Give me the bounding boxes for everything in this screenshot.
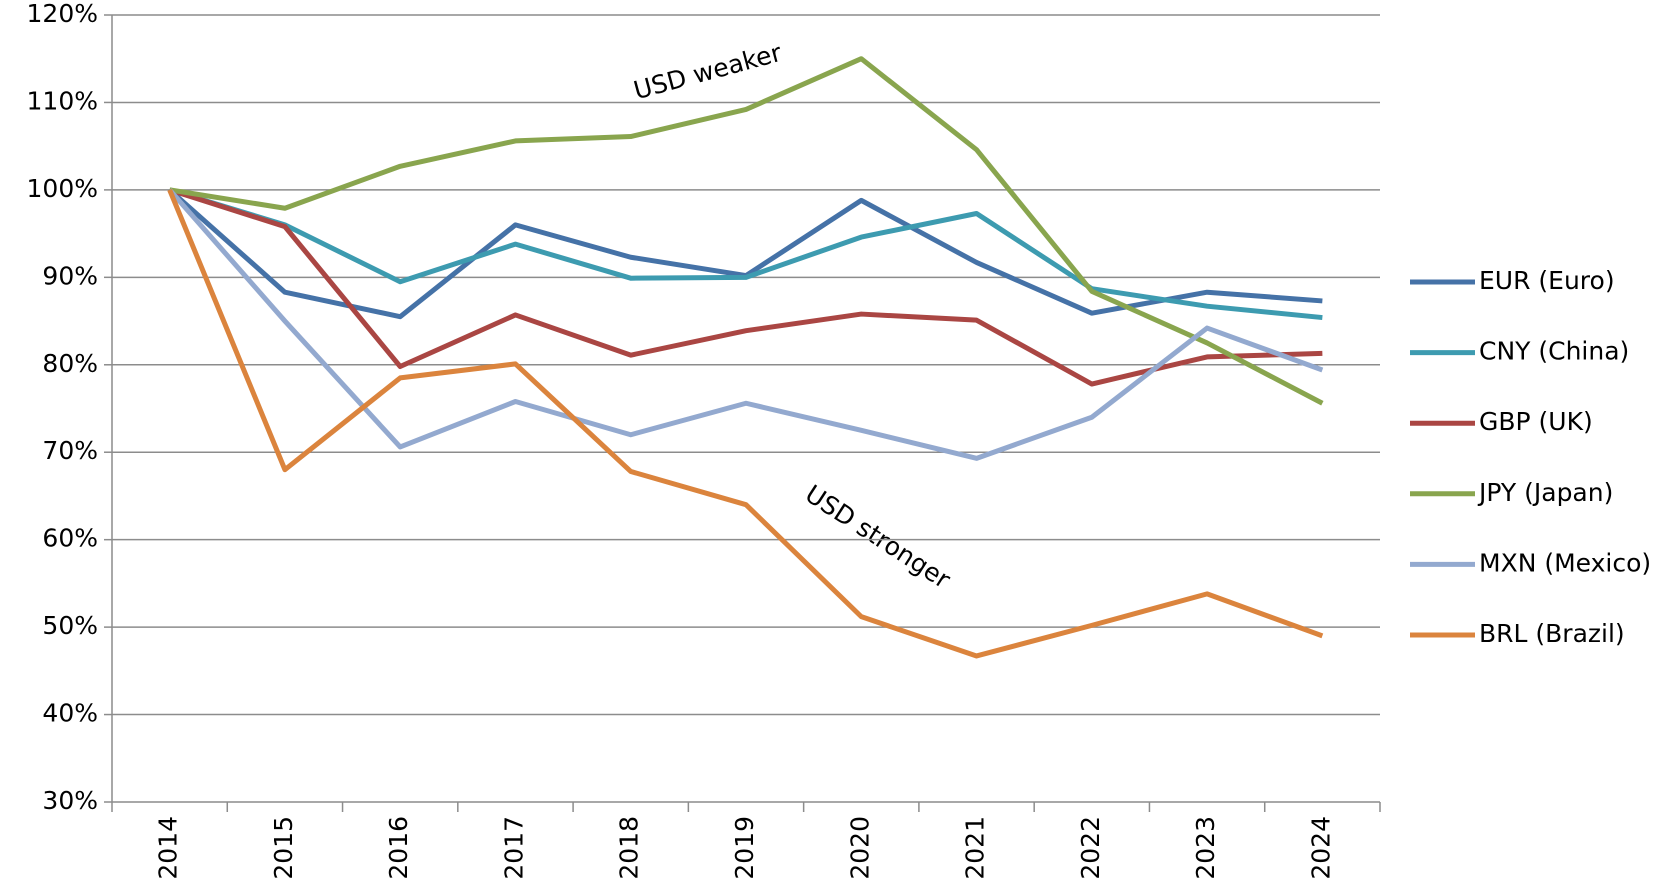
y-tick-label: 70% [42,436,98,465]
y-tick-label: 80% [42,349,98,378]
x-tick-label: 2016 [384,816,413,880]
x-tick-label: 2020 [845,816,874,880]
x-tick-label: 2024 [1306,816,1335,880]
y-tick-label: 110% [27,86,98,115]
y-tick-label: 90% [42,261,98,290]
legend-label: EUR (Euro) [1479,266,1615,295]
legend-label: JPY (Japan) [1477,478,1613,507]
y-tick-label: 40% [42,699,98,728]
legend-label: GBP (UK) [1479,407,1593,436]
series-line [167,188,1324,461]
y-tick-label: 120% [27,0,98,28]
legend-label: MXN (Mexico) [1479,548,1651,577]
x-tick-label: 2017 [499,816,528,880]
legend-label: BRL (Brazil) [1479,619,1625,648]
series-line [169,56,1324,406]
x-tick-label: 2015 [269,816,298,880]
x-tick-label: 2023 [1191,816,1220,880]
y-tick-label: 60% [42,524,98,553]
y-tick-label: 100% [27,174,98,203]
x-tick-label: 2019 [730,816,759,880]
x-tick-label: 2022 [1076,816,1105,880]
series-line [167,188,1324,659]
annotation: USD weaker [631,38,786,105]
y-tick-label: 50% [42,611,98,640]
y-tick-label: 30% [42,786,98,815]
x-tick-label: 2018 [615,816,644,880]
legend-label: CNY (China) [1479,337,1629,366]
series-line [168,187,1323,387]
series-line [168,187,1323,321]
x-tick-label: 2014 [154,816,183,880]
x-tick-label: 2021 [961,816,990,880]
